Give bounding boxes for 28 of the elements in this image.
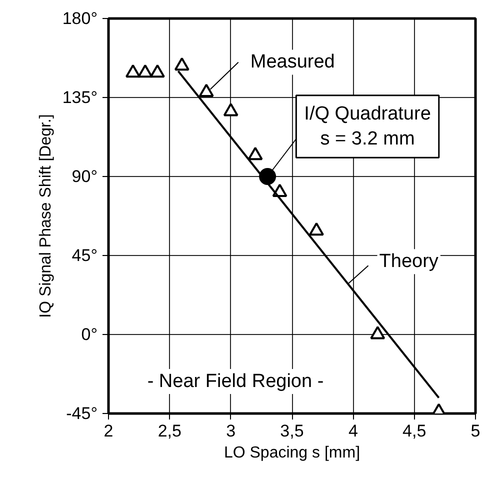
x-tick-label: 2,5 [158, 422, 182, 440]
x-tick-label: 4 [348, 422, 358, 440]
point [174, 57, 190, 71]
annotation: Measured [250, 52, 335, 73]
point [198, 84, 214, 97]
point [223, 103, 238, 116]
y-tick-label: 180° [62, 9, 98, 28]
point [150, 64, 165, 78]
point [125, 64, 140, 78]
x-tick-label: 3 [226, 422, 236, 440]
annotation: Theory [379, 251, 439, 272]
annotation: I/Q Quadrature s = 3.2 mm [304, 103, 431, 150]
point [138, 64, 153, 78]
x-tick-label: 5 [470, 422, 480, 440]
point [308, 222, 324, 236]
x-tick-label: 3,5 [280, 422, 304, 440]
point [370, 326, 386, 340]
x-tick-label: 2 [104, 422, 114, 440]
annotation: - Near Field Region - [147, 371, 324, 392]
y-axis-title: IQ Signal Phase Shift [Degr.] [37, 114, 54, 318]
point [248, 146, 263, 160]
x-axis-title: LO Spacing s [mm] [224, 444, 360, 462]
y-tick-label: 0° [81, 325, 98, 344]
y-tick-label: 135° [62, 88, 98, 107]
y-tick-label: 90° [72, 167, 98, 186]
y-tick-label: 45° [72, 246, 98, 265]
x-tick-label: 4,5 [402, 422, 426, 440]
y-tick-label: -45° [66, 404, 98, 423]
